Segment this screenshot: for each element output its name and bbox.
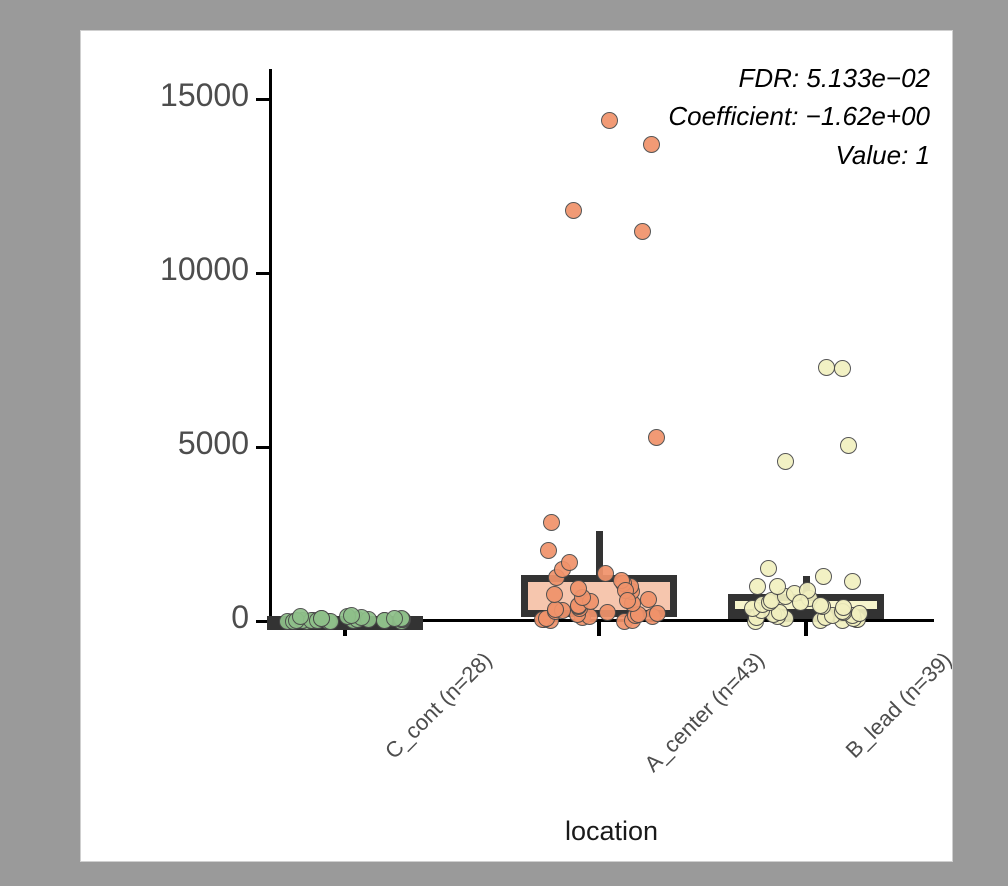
y-axis-line bbox=[269, 69, 272, 619]
data-point bbox=[569, 580, 587, 598]
data-point bbox=[815, 567, 833, 585]
y-tick-mark bbox=[256, 272, 269, 275]
value-annotation: Value: 1 bbox=[835, 139, 930, 170]
fdr-annotation: FDR: 5.133e−02 bbox=[738, 63, 930, 93]
data-point bbox=[640, 590, 658, 608]
data-point bbox=[840, 437, 858, 455]
y-tick-mark bbox=[256, 446, 269, 449]
data-point bbox=[792, 593, 810, 611]
x-axis-line bbox=[269, 619, 934, 622]
data-point bbox=[648, 604, 666, 622]
data-point bbox=[596, 564, 614, 582]
data-point bbox=[769, 578, 787, 596]
whisker-upper bbox=[596, 530, 603, 579]
data-point bbox=[545, 585, 563, 603]
data-point bbox=[776, 452, 794, 470]
data-point bbox=[560, 553, 578, 571]
data-point bbox=[292, 608, 310, 626]
x-axis-title: location bbox=[564, 816, 659, 846]
data-point bbox=[812, 597, 830, 615]
x-tick-label: C_cont (n=28) bbox=[380, 647, 497, 764]
x-tick-mark bbox=[804, 622, 808, 636]
data-point bbox=[619, 592, 637, 610]
y-tick-mark bbox=[256, 98, 269, 101]
y-axis-title-clip: Bacteria..p__Fusobacteria.c__Fusobacteri… bbox=[81, 31, 129, 861]
median-line bbox=[728, 608, 884, 616]
x-tick-mark bbox=[597, 622, 601, 636]
data-point bbox=[834, 359, 852, 377]
x-tick-label: B_lead (n=39) bbox=[840, 647, 953, 763]
data-point bbox=[542, 513, 560, 531]
data-point bbox=[540, 541, 558, 559]
data-point bbox=[749, 578, 767, 596]
stats-annotation: FDR: 5.133e−02 Coefficient: −1.62e+00 Va… bbox=[668, 59, 930, 174]
data-point bbox=[817, 358, 835, 376]
coefficient-annotation: Coefficient: −1.62e+00 bbox=[668, 101, 930, 132]
data-point bbox=[834, 599, 852, 617]
x-tick-label: A_center (n=43) bbox=[639, 647, 770, 777]
y-tick-label: 0 bbox=[231, 599, 249, 635]
data-point bbox=[647, 428, 665, 446]
y-tick-mark bbox=[256, 620, 269, 623]
data-point bbox=[343, 606, 361, 624]
data-point bbox=[601, 111, 619, 129]
plot-area: 0 5000 10000 15000 C_cont (n=28) A_center (n… bbox=[160, 31, 953, 861]
data-point bbox=[634, 223, 652, 241]
data-point bbox=[312, 609, 330, 627]
data-point bbox=[598, 604, 616, 622]
y-tick-label: 10000 bbox=[160, 251, 249, 287]
data-point bbox=[565, 202, 583, 220]
y-tick-label: 5000 bbox=[177, 425, 249, 461]
data-point bbox=[642, 136, 660, 154]
data-point bbox=[386, 609, 404, 627]
data-point bbox=[759, 560, 777, 578]
y-tick-label: 15000 bbox=[160, 77, 249, 113]
data-point bbox=[546, 601, 564, 619]
plot-panel: Bacteria..p__Fusobacteria.c__Fusobacteri… bbox=[80, 30, 953, 862]
data-point bbox=[844, 572, 862, 590]
